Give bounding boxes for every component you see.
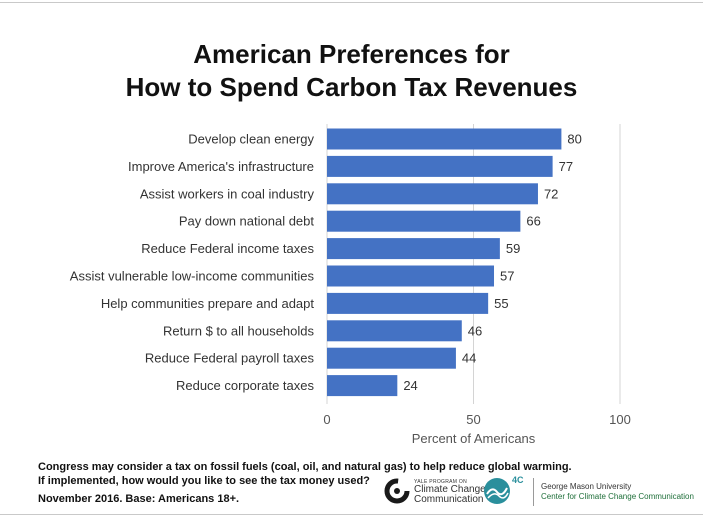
data-label: 80 — [567, 132, 581, 147]
gmu-line-1: George Mason University — [541, 482, 632, 491]
data-label: 57 — [500, 269, 514, 284]
bar-chart: Develop clean energy 80 Improve America's … — [70, 124, 631, 446]
yale-swirl-icon — [384, 478, 410, 504]
chart-title-line-1: American Preferences for — [193, 39, 510, 69]
category-label: Assist workers in coal industry — [140, 186, 315, 201]
bar — [327, 128, 562, 150]
x-tick-label: 100 — [609, 412, 631, 427]
data-label: 46 — [468, 323, 482, 338]
footnote-base: November 2016. Base: Americans 18+. — [38, 493, 240, 505]
gmu-logo-text: George Mason University Center for Clima… — [541, 482, 694, 502]
data-label: 24 — [403, 378, 417, 393]
bar — [327, 375, 398, 397]
category-label: Improve America's infrastructure — [128, 159, 314, 174]
x-axis-title: Percent of Americans — [412, 431, 536, 446]
bar — [327, 292, 489, 314]
data-label: 66 — [526, 214, 540, 229]
footnote-question: If implemented, how would you like to se… — [38, 475, 370, 487]
yale-climate-logo: YALE PROGRAM ON Climate Change Communica… — [384, 475, 524, 511]
x-tick-label: 50 — [466, 412, 480, 427]
category-label: Return $ to all households — [163, 323, 315, 338]
category-label: Reduce Federal payroll taxes — [145, 351, 315, 366]
category-label: Reduce Federal income taxes — [141, 241, 314, 256]
yale-line-1: Climate Change — [414, 484, 486, 495]
four-c-logo: 4C — [482, 474, 524, 508]
footnote-question-context: Congress may consider a tax on fossil fu… — [38, 461, 572, 473]
data-label: 59 — [506, 241, 520, 256]
x-tick-label: 0 — [323, 412, 330, 427]
data-label: 72 — [544, 186, 558, 201]
bar — [327, 347, 456, 369]
category-label: Reduce corporate taxes — [176, 378, 315, 393]
bar — [327, 155, 553, 177]
data-label: 44 — [462, 351, 476, 366]
bar — [327, 238, 500, 260]
yale-logo-text: YALE PROGRAM ON Climate Change Communica… — [414, 479, 486, 505]
bar — [327, 265, 495, 287]
bar — [327, 320, 462, 342]
category-label: Assist vulnerable low-income communities — [70, 269, 315, 284]
gmu-line-2: Center for Climate Change Communication — [541, 492, 694, 501]
category-label: Develop clean energy — [188, 132, 314, 147]
category-label: Pay down national debt — [179, 214, 315, 229]
top-border — [0, 2, 703, 3]
four-c-text: 4C — [512, 475, 524, 485]
bottom-border — [0, 514, 703, 515]
four-c-globe-icon — [484, 478, 510, 504]
chart-title-line-2: How to Spend Carbon Tax Revenues — [125, 72, 578, 102]
bar — [327, 183, 538, 205]
logo-divider — [533, 478, 534, 506]
data-label: 77 — [559, 159, 573, 174]
category-label: Help communities prepare and adapt — [101, 296, 315, 311]
data-label: 55 — [494, 296, 508, 311]
bar — [327, 210, 521, 232]
yale-line-2: Communication — [414, 494, 484, 505]
yale-small-text: YALE PROGRAM ON — [414, 479, 468, 485]
